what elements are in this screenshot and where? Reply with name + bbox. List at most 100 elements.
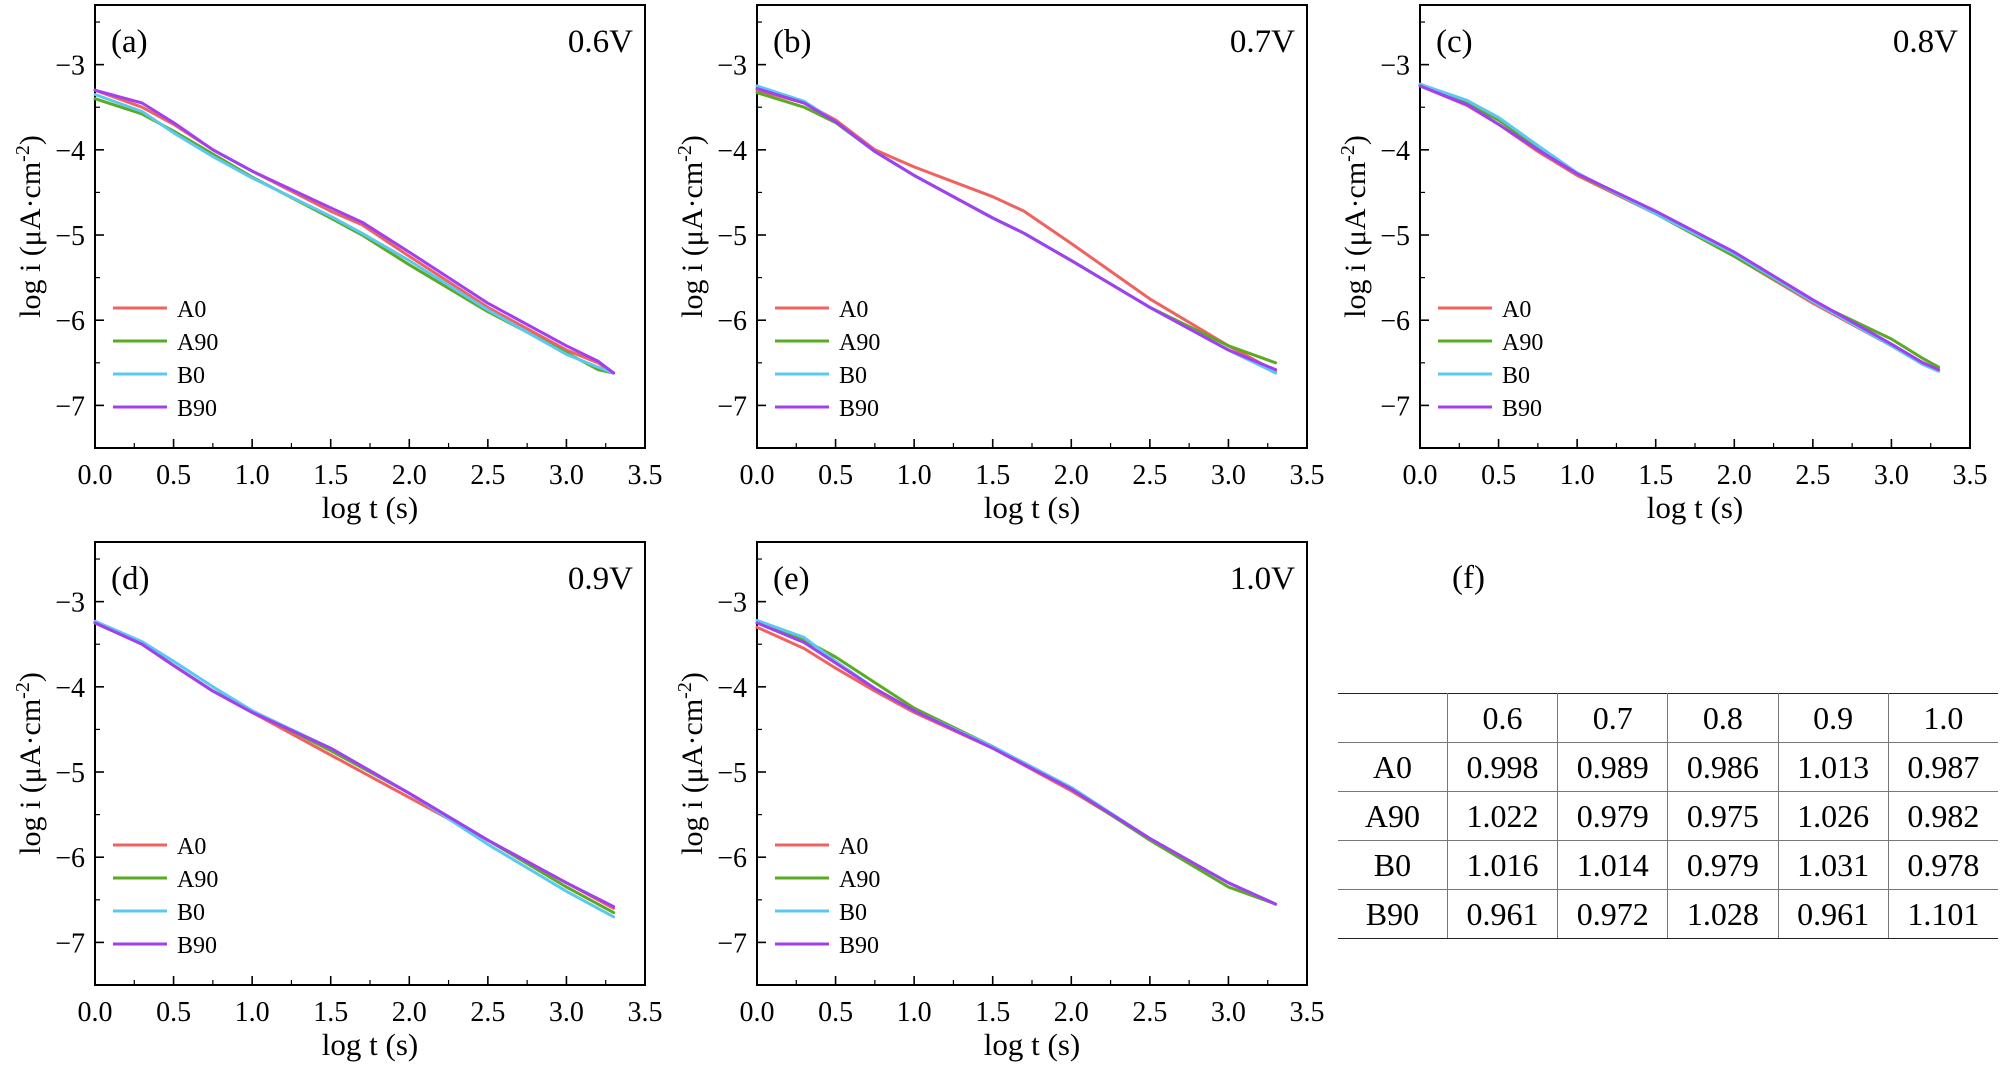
- legend-label-b90: B90: [839, 933, 879, 959]
- x-tick-label: 3.0: [1874, 460, 1909, 491]
- table-cell: B0: [1338, 840, 1448, 890]
- series-line-b90: [755, 87, 1278, 372]
- table-cell: 1.013: [1777, 742, 1889, 792]
- x-tick-label: 3.5: [628, 460, 663, 491]
- table-cell: 1.014: [1557, 840, 1669, 890]
- x-axis-label: log t (s): [984, 1027, 1080, 1062]
- legend-label-b0: B0: [177, 363, 205, 389]
- y-tick-label: −4: [55, 673, 85, 704]
- y-tick-label: −6: [717, 843, 747, 874]
- series-line-a90: [755, 621, 1278, 906]
- legend-label-b0: B0: [177, 900, 205, 926]
- table-cell: 1.0: [1887, 693, 1998, 743]
- table-cell: 1.022: [1446, 791, 1559, 841]
- table-cell: 1.016: [1446, 840, 1559, 890]
- x-tick-label: 1.0: [1560, 460, 1595, 491]
- table-cell: 1.026: [1777, 791, 1889, 841]
- x-tick-label: 1.5: [313, 460, 348, 491]
- table-cell: A90: [1338, 791, 1448, 841]
- x-tick-label: 3.5: [1953, 460, 1988, 491]
- y-tick-label: −4: [55, 136, 85, 167]
- x-tick-label: 1.5: [975, 997, 1010, 1028]
- y-tick-label: −4: [717, 673, 747, 704]
- x-tick-label: 3.5: [1290, 460, 1325, 491]
- panel-label: (b): [773, 24, 811, 60]
- panel-b: 0.0 0.5 1.0 1.5 2.0 2.5 3.0 3.5 −3 −4 −5 −6 −7 log t …: [674, 4, 1325, 525]
- voltage-label: 0.9V: [568, 561, 633, 597]
- legend-label-b90: B90: [177, 396, 217, 422]
- y-tick-label: −6: [717, 306, 747, 337]
- x-tick-label: 1.0: [897, 460, 932, 491]
- legend-label-a90: A90: [839, 867, 880, 893]
- table-cell: 0.986: [1667, 742, 1779, 792]
- table-cell: 0.987: [1887, 742, 1998, 792]
- legend-label-b0: B0: [839, 363, 867, 389]
- y-axis-label: log i (μA·cm-2): [1337, 135, 1372, 318]
- y-axis-label: log i (μA·cm-2): [674, 135, 709, 318]
- y-axis-label: log i (μA·cm-2): [12, 672, 47, 855]
- correlation-table: 0.6 0.7 0.8 0.9 1.0 A0 0.998 0.989 0.986 1.013 0.9…: [1338, 693, 1998, 939]
- x-axis-label: log t (s): [322, 1027, 418, 1062]
- voltage-label: 0.6V: [568, 24, 633, 60]
- y-tick-label: −5: [1380, 221, 1410, 252]
- table-cell: 0.979: [1667, 840, 1779, 890]
- y-tick-label: −3: [717, 51, 747, 82]
- legend-label-a0: A0: [177, 834, 206, 860]
- x-tick-label: 0.0: [1403, 460, 1438, 491]
- y-tick-label: −7: [55, 391, 85, 422]
- y-tick-label: −7: [55, 928, 85, 959]
- y-tick-label: −6: [55, 306, 85, 337]
- y-tick-label: −5: [55, 221, 85, 252]
- y-axis-label: log i (μA·cm-2): [674, 672, 709, 855]
- x-tick-label: 0.5: [156, 997, 191, 1028]
- table-cell: 0.975: [1667, 791, 1779, 841]
- voltage-label: 1.0V: [1230, 561, 1295, 597]
- legend-label-b90: B90: [839, 396, 879, 422]
- x-tick-label: 2.5: [1795, 460, 1830, 491]
- y-axis-label: log i (μA·cm-2): [12, 135, 47, 318]
- legend-label-a90: A90: [177, 867, 218, 893]
- table-cell: 0.961: [1446, 889, 1559, 939]
- table-cell: 0.998: [1446, 742, 1559, 792]
- legend-label-a0: A0: [177, 297, 206, 323]
- x-tick-label: 1.0: [235, 460, 270, 491]
- voltage-label: 0.8V: [1893, 24, 1958, 60]
- x-tick-label: 1.5: [1638, 460, 1673, 491]
- x-tick-label: 3.0: [549, 460, 584, 491]
- voltage-label: 0.7V: [1230, 24, 1295, 60]
- x-tick-label: 0.0: [740, 997, 775, 1028]
- series-line-a0: [755, 625, 1278, 906]
- table-row: B90 0.961 0.972 1.028 0.961 1.101: [1338, 889, 1998, 939]
- y-tick-label: −4: [1380, 136, 1410, 167]
- x-tick-label: 0.5: [818, 460, 853, 491]
- x-tick-label: 0.5: [818, 997, 853, 1028]
- y-tick-label: −6: [55, 843, 85, 874]
- x-tick-label: 0.0: [78, 997, 113, 1028]
- x-tick-label: 1.5: [975, 460, 1010, 491]
- legend-label-b0: B0: [1502, 363, 1530, 389]
- table-cell: 0.982: [1887, 791, 1998, 841]
- table-cell: B90: [1338, 889, 1448, 939]
- table-cell: 0.979: [1557, 791, 1669, 841]
- x-tick-label: 3.0: [549, 997, 584, 1028]
- table-cell: 1.028: [1667, 889, 1779, 939]
- x-tick-label: 0.0: [740, 460, 775, 491]
- x-tick-label: 2.0: [1054, 997, 1089, 1028]
- panel-label: (c): [1436, 24, 1473, 60]
- y-tick-label: −7: [717, 391, 747, 422]
- y-tick-label: −3: [717, 588, 747, 619]
- y-tick-label: −4: [717, 136, 747, 167]
- panel-a: 0.0 0.5 1.0 1.5 2.0 2.5 3.0 3.5 −3 −4 −5 −6 −7 log t …: [12, 4, 663, 525]
- y-tick-label: −5: [717, 221, 747, 252]
- table-cell: 1.031: [1777, 840, 1889, 890]
- x-tick-label: 3.0: [1211, 460, 1246, 491]
- table-cell: A0: [1338, 742, 1448, 792]
- x-tick-label: 2.5: [470, 460, 505, 491]
- table-cell: [1338, 693, 1448, 743]
- table-row: A0 0.998 0.989 0.986 1.013 0.987: [1338, 742, 1998, 792]
- legend-label-a0: A0: [1502, 297, 1531, 323]
- legend-label-b90: B90: [177, 933, 217, 959]
- x-axis-label: log t (s): [322, 490, 418, 525]
- y-tick-label: −3: [1380, 51, 1410, 82]
- x-axis-label: log t (s): [984, 490, 1080, 525]
